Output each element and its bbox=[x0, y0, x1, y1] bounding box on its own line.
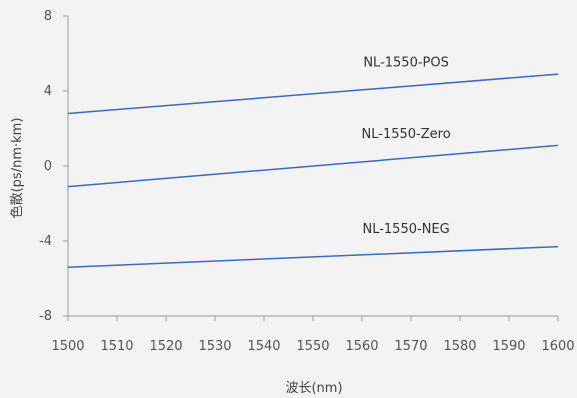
y-axis-title: 色散(ps/nm·km) bbox=[9, 118, 25, 219]
series-line bbox=[67, 144, 559, 188]
x-tick-label: 1510 bbox=[100, 339, 133, 354]
x-tick-label: 1600 bbox=[541, 339, 574, 354]
x-tick-label: 1540 bbox=[247, 339, 280, 354]
series-line bbox=[67, 245, 559, 268]
y-tick-label: 4 bbox=[44, 84, 52, 99]
x-tick-label: 1530 bbox=[198, 339, 231, 354]
y-tick-labels: 8 4 0 -4 -8 bbox=[39, 9, 68, 324]
series-label: NL-1550-Zero bbox=[362, 127, 451, 142]
x-tick-labels: 1500 1510 1520 1530 1540 1550 1560 1570 1580 1590… bbox=[51, 316, 575, 354]
series-label: NL-1550-POS bbox=[363, 55, 449, 70]
series-label: NL-1550-NEG bbox=[362, 222, 449, 237]
x-tick-label: 1550 bbox=[296, 339, 329, 354]
x-axis-title: 波长(nm) bbox=[285, 381, 342, 396]
x-tick-label: 1500 bbox=[51, 339, 84, 354]
y-tick-label: 0 bbox=[44, 159, 52, 174]
series-line bbox=[67, 73, 559, 115]
x-tick-label: 1590 bbox=[492, 339, 525, 354]
x-tick-label: 1570 bbox=[394, 339, 427, 354]
x-tick-label: 1520 bbox=[149, 339, 182, 354]
series-group: NL-1550-POS NL-1550-Zero NL-1550-NEG bbox=[67, 55, 559, 268]
y-tick-label: -8 bbox=[39, 309, 52, 324]
x-tick-label: 1580 bbox=[443, 339, 476, 354]
x-tick-label: 1560 bbox=[345, 339, 378, 354]
y-tick-label: 8 bbox=[44, 9, 52, 24]
y-tick-label: -4 bbox=[39, 234, 52, 249]
